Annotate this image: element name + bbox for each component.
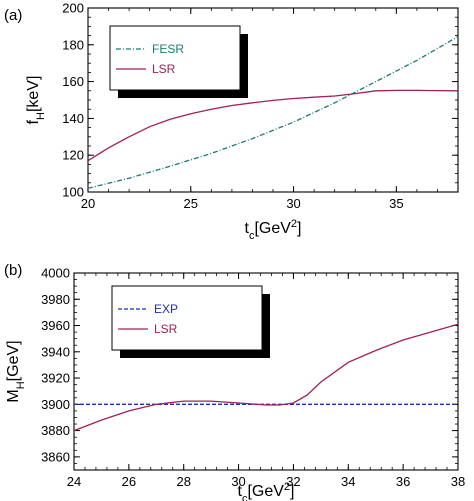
legend-box [109, 25, 241, 91]
x-axis-title-main: t [245, 220, 250, 237]
y-tick-label: 200 [62, 1, 84, 16]
y-axis-title: MH[GeV] [5, 340, 27, 402]
y-tick-label: 160 [62, 74, 84, 89]
x-tick-label: 38 [451, 474, 465, 489]
legend-entry-exp: EXP [154, 302, 178, 316]
y-axis-title-unit: [keV] [25, 76, 42, 112]
x-axis-title: tc[GeV2] [238, 481, 295, 501]
legend-entry-fesr: FESR [152, 42, 184, 56]
chart-panel-a: (a) 20 25 30 35 100 120 140 160 180 200 FESR LSR tc[G… [4, 1, 459, 242]
y-axis-title-main: f [25, 119, 42, 124]
legend-box [111, 285, 263, 351]
chart-panel-b: (b) 24 26 28 30 32 34 36 38 3860 3880 3900 3920 3940 3… [4, 262, 465, 501]
x-axis-title-sup: 2 [291, 218, 297, 230]
panel-label: (a) [4, 7, 22, 24]
y-tick-label: 4000 [41, 266, 70, 281]
x-tick-label: 35 [389, 196, 403, 211]
x-tick-label: 30 [231, 474, 245, 489]
series-line-lsr [73, 323, 459, 432]
y-tick-label: 3960 [41, 318, 70, 333]
x-tick-label: 28 [176, 474, 190, 489]
y-tick-label: 140 [62, 111, 84, 126]
x-axis-title-unit: [GeV [254, 220, 291, 237]
x-axis-title-unit-end: ] [297, 220, 301, 237]
y-axis-title-unit: [GeV] [5, 340, 22, 381]
legend-entry-lsr: LSR [154, 322, 178, 336]
x-axis-title-unit-end: ] [290, 483, 294, 500]
y-axis-title-sub: H [15, 381, 27, 389]
x-axis-title-main: t [238, 483, 243, 500]
x-tick-label: 24 [67, 474, 81, 489]
x-tick-label: 36 [396, 474, 410, 489]
x-tick-label: 30 [286, 196, 300, 211]
y-tick-label: 3860 [41, 449, 70, 464]
y-axis-title-main: M [5, 389, 22, 402]
x-axis-title-sub: c [249, 230, 255, 242]
y-axis-title-sub: H [35, 112, 47, 120]
x-axis-title-unit: [GeV [247, 483, 284, 500]
y-tick-label: 180 [62, 37, 84, 52]
series-line-fesr [87, 35, 459, 189]
x-tick-label: 20 [81, 196, 95, 211]
y-tick-label: 100 [62, 185, 84, 200]
y-axis-title: fH[keV] [25, 76, 47, 125]
x-axis-title: tc[GeV2] [245, 218, 302, 242]
x-tick-label: 34 [341, 474, 355, 489]
legend-entry-lsr: LSR [152, 62, 176, 76]
x-tick-label: 25 [184, 196, 198, 211]
y-tick-label: 3940 [41, 344, 70, 359]
x-axis-title-sup: 2 [284, 481, 290, 493]
x-axis-title-sub: c [242, 493, 248, 501]
y-tick-label: 3980 [41, 292, 70, 307]
y-tick-label: 3880 [41, 423, 70, 438]
y-tick-label: 3920 [41, 371, 70, 386]
series-line-lsr [87, 89, 459, 162]
y-tick-label: 120 [62, 148, 84, 163]
x-tick-label: 32 [286, 474, 300, 489]
panel-label: (b) [4, 262, 22, 279]
x-tick-label: 26 [122, 474, 136, 489]
y-tick-label: 3900 [41, 397, 70, 412]
